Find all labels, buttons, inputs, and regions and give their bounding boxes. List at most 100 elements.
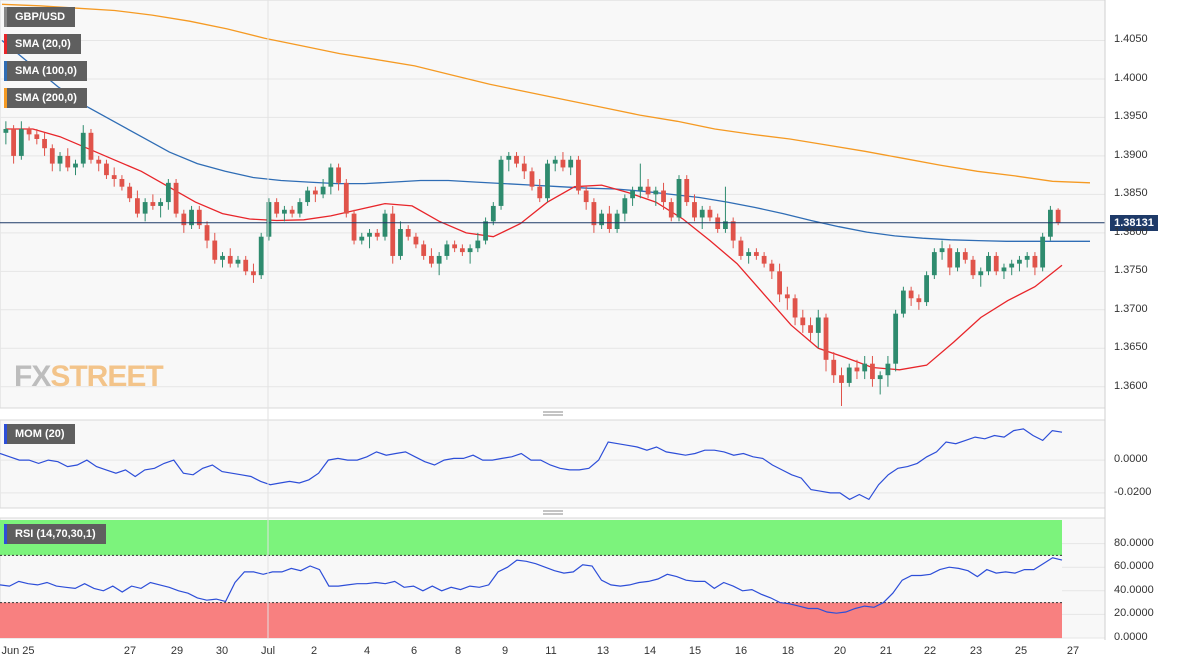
candle-body bbox=[11, 128, 17, 156]
candle bbox=[684, 175, 690, 206]
legend-sma200-label: SMA (200,0) bbox=[15, 92, 77, 104]
candle-body bbox=[668, 202, 674, 218]
candle-body bbox=[405, 229, 411, 237]
candle bbox=[521, 155, 527, 179]
x-tick-label: 30 bbox=[215, 645, 229, 657]
candle-body bbox=[266, 202, 272, 237]
candle-body bbox=[421, 244, 427, 256]
candle bbox=[583, 186, 589, 210]
watermark-street: STREET bbox=[50, 360, 163, 393]
price-y-tick: 1.3750 bbox=[1114, 264, 1148, 277]
candle bbox=[1009, 259, 1015, 276]
candle bbox=[459, 244, 465, 256]
candle-body bbox=[413, 236, 419, 245]
candle-body bbox=[870, 363, 875, 380]
candle-body bbox=[622, 198, 628, 214]
candle bbox=[343, 178, 349, 218]
candle-body bbox=[815, 317, 821, 333]
candle-body bbox=[753, 252, 759, 256]
legend-rsi[interactable]: RSI (14,70,30,1) bbox=[4, 524, 106, 544]
candle bbox=[111, 167, 117, 187]
candle-body bbox=[576, 159, 581, 191]
candle-body bbox=[924, 275, 929, 303]
candle-body bbox=[800, 317, 806, 326]
candle bbox=[815, 309, 821, 349]
candle bbox=[846, 363, 852, 387]
candle-body bbox=[784, 294, 790, 299]
candle-body bbox=[204, 225, 210, 241]
candle-body bbox=[699, 209, 705, 218]
legend-sma20[interactable]: SMA (20,0) bbox=[4, 34, 81, 54]
candle-body bbox=[560, 159, 566, 168]
legend-sma20-label: SMA (20,0) bbox=[15, 38, 71, 50]
candle bbox=[908, 286, 914, 306]
splitter-2[interactable] bbox=[543, 510, 563, 515]
candle bbox=[746, 248, 752, 264]
candle bbox=[962, 248, 968, 264]
candle bbox=[212, 232, 218, 264]
candle bbox=[862, 355, 868, 380]
candle bbox=[104, 159, 109, 179]
candle bbox=[57, 152, 63, 172]
candle bbox=[498, 155, 504, 210]
candle bbox=[65, 148, 71, 172]
candle bbox=[738, 236, 744, 260]
legend-mom[interactable]: MOM (20) bbox=[4, 424, 75, 444]
candle bbox=[196, 205, 202, 230]
price-y-tick: 1.4050 bbox=[1114, 33, 1148, 46]
candle-body bbox=[475, 240, 481, 249]
candle bbox=[165, 178, 171, 210]
candle bbox=[96, 155, 102, 172]
candle bbox=[11, 125, 17, 164]
x-tick-label: Jul bbox=[260, 645, 276, 657]
candle bbox=[630, 186, 635, 206]
rsi-y-tick: 60.0000 bbox=[1114, 560, 1154, 573]
x-tick-label: 25 bbox=[1014, 645, 1028, 657]
candle-body bbox=[367, 232, 372, 237]
candle bbox=[947, 244, 953, 276]
x-tick-label: 21 bbox=[879, 645, 893, 657]
candle-body bbox=[452, 244, 458, 249]
candle bbox=[274, 198, 280, 218]
candle bbox=[490, 202, 496, 226]
candle bbox=[1001, 263, 1007, 280]
candle-body bbox=[467, 248, 473, 253]
x-tick-label: 22 bbox=[923, 645, 937, 657]
mom-path bbox=[0, 428, 1063, 501]
candle bbox=[173, 178, 179, 218]
x-tick-label: 23 bbox=[969, 645, 983, 657]
candle bbox=[405, 225, 411, 241]
price-y-tick: 1.3950 bbox=[1114, 110, 1148, 123]
candle-body bbox=[947, 248, 953, 268]
candle bbox=[289, 205, 295, 218]
candle bbox=[591, 198, 597, 233]
mom-y-tick: -0.0200 bbox=[1114, 485, 1152, 498]
price-y-tick: 1.3700 bbox=[1114, 302, 1148, 315]
legend-sma100[interactable]: SMA (100,0) bbox=[4, 61, 87, 81]
candle-body bbox=[359, 236, 365, 241]
x-tick-label: 11 bbox=[545, 645, 557, 657]
candle-body bbox=[142, 202, 148, 214]
candle-body bbox=[181, 213, 187, 226]
main-panel bbox=[0, 0, 1106, 409]
candle-body bbox=[65, 155, 71, 168]
candle-body bbox=[792, 298, 798, 318]
legend-symbol[interactable]: GBP/USD bbox=[4, 7, 76, 27]
candle-body bbox=[196, 209, 202, 226]
candle-body bbox=[676, 178, 682, 218]
candle bbox=[398, 221, 403, 260]
candle bbox=[893, 309, 899, 372]
candle-body bbox=[274, 202, 280, 214]
candle bbox=[614, 209, 620, 233]
candle-body bbox=[3, 128, 9, 133]
candle-body bbox=[831, 359, 837, 376]
legend-sma200[interactable]: SMA (200,0) bbox=[4, 88, 87, 108]
candle bbox=[227, 248, 233, 268]
splitter-1[interactable] bbox=[543, 411, 563, 416]
candle-body bbox=[150, 202, 156, 206]
candle-body bbox=[328, 167, 334, 187]
candle bbox=[452, 240, 458, 253]
sma-200-path bbox=[1, 3, 1091, 184]
candle-body bbox=[738, 240, 744, 256]
x-tick-label: 16 bbox=[734, 645, 748, 657]
